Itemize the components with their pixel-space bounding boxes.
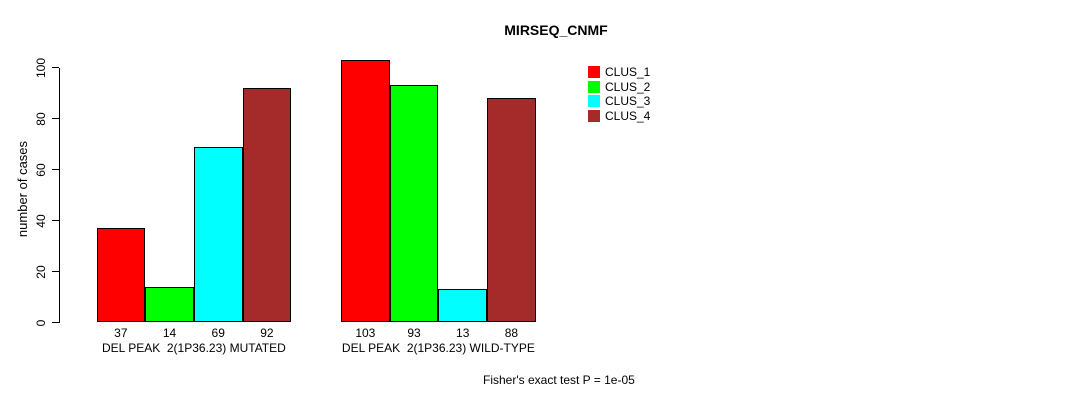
y-tick	[52, 271, 59, 272]
bar-value-label: 88	[504, 326, 519, 340]
legend-label-clus_1: CLUS_1	[605, 65, 651, 80]
bar-clus_1-group1	[96, 228, 146, 323]
y-tick-label: 60	[34, 162, 48, 177]
y-tick	[52, 220, 59, 221]
y-tick	[52, 322, 59, 323]
bar-value-label: 69	[211, 326, 225, 340]
legend-item-clus_4: CLUS_4	[588, 109, 650, 124]
legend-swatch-clus_3	[588, 95, 600, 108]
y-tick	[52, 169, 59, 170]
legend: CLUS_1 CLUS_2 CLUS_3 CLUS_4	[588, 65, 650, 123]
x-group-label: DEL PEAK 2(1P36.23) WILD-TYPE	[341, 341, 535, 355]
bar-clus_2-group1	[145, 286, 194, 323]
legend-item-clus_3: CLUS_3	[588, 94, 650, 109]
bar-value-label: 13	[456, 326, 470, 340]
bar-value-label: 37	[114, 326, 128, 340]
y-tick-label: 40	[34, 213, 48, 228]
bar-value-label: 93	[407, 326, 421, 340]
x-group-label: DEL PEAK 2(1P36.23) MUTATED	[101, 341, 286, 355]
legend-label-clus_4: CLUS_4	[605, 108, 651, 123]
legend-item-clus_1: CLUS_1	[588, 65, 650, 80]
legend-label-clus_2: CLUS_2	[605, 79, 651, 94]
bar-clus_1-group2	[341, 59, 390, 323]
y-tick-label: 0	[34, 319, 48, 326]
bar-value-label: 14	[162, 326, 177, 340]
y-tick-label: 80	[34, 111, 48, 126]
bar-clus_4-group2	[487, 98, 536, 323]
legend-swatch-clus_1	[588, 66, 600, 79]
legend-swatch-clus_2	[588, 80, 600, 93]
y-tick-label: 20	[34, 264, 48, 279]
legend-item-clus_2: CLUS_2	[588, 80, 650, 95]
fishers-test-annotation: Fisher's exact test P = 1e-05	[483, 373, 635, 387]
legend-label-clus_3: CLUS_3	[605, 94, 651, 109]
chart-title: MIRSEQ_CNMF	[504, 22, 608, 38]
bar-clus_4-group1	[242, 87, 292, 323]
y-tick	[52, 118, 59, 119]
legend-swatch-clus_4	[588, 109, 600, 122]
y-tick-label: 100	[34, 57, 48, 78]
y-axis-line	[59, 67, 60, 323]
y-tick	[52, 67, 59, 68]
bar-clus_2-group2	[389, 85, 439, 323]
bar-value-label: 92	[260, 326, 274, 340]
bar-clus_3-group2	[438, 289, 488, 323]
bar-value-label: 103	[355, 326, 376, 340]
bar-clus_3-group1	[193, 146, 243, 323]
